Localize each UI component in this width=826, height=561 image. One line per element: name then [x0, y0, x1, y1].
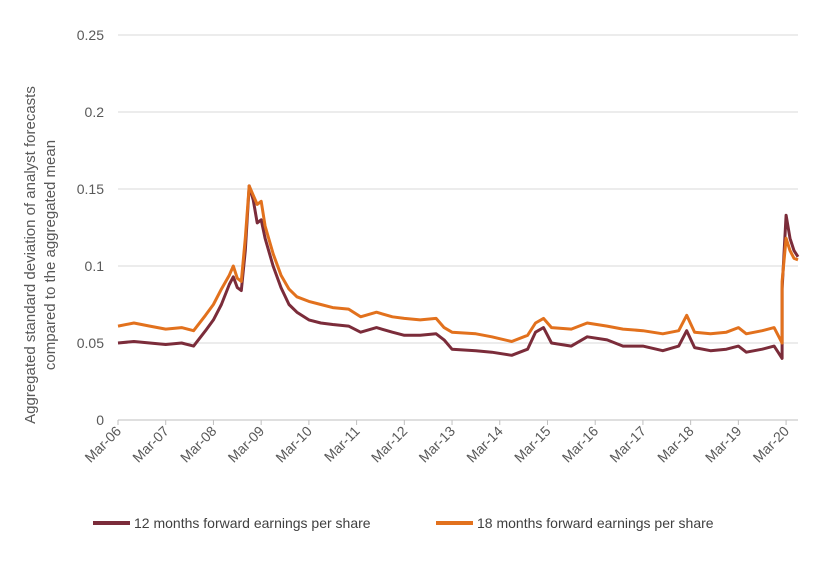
legend-item-18m: 18 months forward earnings per share: [436, 515, 714, 531]
y-tick-label: 0.2: [85, 104, 105, 120]
x-tick-label: Mar-16: [559, 423, 602, 466]
legend-item-12m: 12 months forward earnings per share: [93, 515, 371, 531]
legend-label-12m: 12 months forward earnings per share: [134, 515, 371, 531]
x-tick-label: Mar-09: [225, 423, 268, 466]
x-tick-label: Mar-11: [321, 423, 363, 465]
x-tick-label: Mar-15: [511, 423, 554, 466]
x-tick-label: Mar-14: [463, 423, 506, 466]
y-axis-label-line1: Aggregated standard deviation of analyst…: [22, 86, 39, 424]
y-tick-label: 0.1: [85, 258, 105, 274]
x-tick-label: Mar-06: [81, 423, 124, 466]
series-line-18m: [117, 184, 799, 345]
y-tick-label: 0.15: [77, 181, 104, 197]
x-tick-label: Mar-20: [750, 423, 793, 466]
y-axis-ticks: 0 0.05 0.1 0.15 0.2 0.25: [77, 27, 104, 428]
legend: 12 months forward earnings per share 18 …: [93, 515, 714, 531]
gridlines: [118, 34, 798, 344]
x-tick-label: Mar-13: [415, 423, 458, 466]
series-lines: [117, 184, 800, 360]
y-axis-label: Aggregated standard deviation of analyst…: [22, 86, 59, 424]
x-tick-label: Mar-08: [177, 423, 220, 466]
x-tick-label: Mar-19: [702, 423, 745, 466]
x-tick-label: Mar-17: [606, 423, 649, 466]
x-tick-label: Mar-10: [272, 423, 315, 466]
y-tick-label: 0: [96, 412, 104, 428]
x-tick-label: Mar-07: [129, 423, 172, 466]
legend-label-18m: 18 months forward earnings per share: [477, 515, 714, 531]
x-tick-label: Mar-12: [368, 423, 411, 466]
series-line-12m: [117, 184, 800, 360]
y-tick-label: 0.25: [77, 27, 104, 43]
y-axis-label-line2: compared to the aggregated mean: [42, 140, 59, 370]
x-axis-ticks: Mar-06 Mar-07 Mar-08 Mar-09 Mar-10 Mar-11 Mar-…: [81, 420, 792, 465]
x-tick-label: Mar-18: [654, 423, 697, 466]
y-tick-label: 0.05: [77, 335, 104, 351]
